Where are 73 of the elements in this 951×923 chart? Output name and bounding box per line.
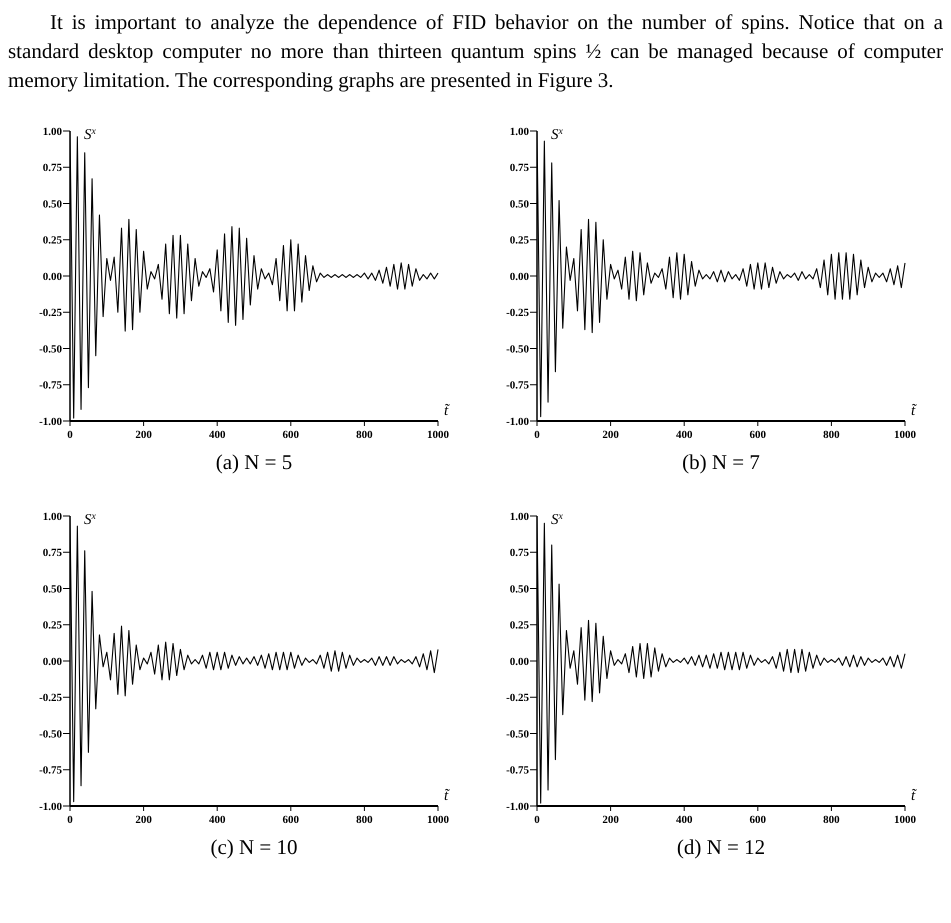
- x-axis-title: t̃: [911, 402, 918, 419]
- text: (b) N = 7: [682, 450, 760, 474]
- y-axis-title: S$^{x}$: [84, 510, 96, 528]
- x-tick-label: 400: [676, 429, 693, 441]
- y-axis-title: S$^{x}$: [84, 126, 96, 143]
- y-tick-label: -1.00: [39, 800, 62, 813]
- y-tick-label: -0.50: [506, 728, 530, 740]
- y-tick-label: 1.00: [510, 126, 530, 138]
- y-tick-label: 0.75: [510, 162, 530, 174]
- text: (d) N = 12: [676, 835, 766, 859]
- x-tick-label: 0: [67, 429, 74, 441]
- y-tick-label: 0.50: [510, 198, 530, 210]
- y-tick-label: 0.00: [510, 270, 530, 283]
- x-tick-label: 200: [602, 429, 620, 441]
- y-tick-label: -0.25: [506, 692, 530, 704]
- y-tick-label: -0.50: [39, 728, 62, 740]
- y-tick-label: 0.75: [510, 547, 530, 560]
- y-tick-label: -1.00: [506, 416, 530, 428]
- y-tick-label: 0.50: [510, 583, 530, 596]
- x-tick-label: 1000: [427, 814, 450, 826]
- x-tick-label: 800: [356, 429, 374, 441]
- y-tick-label: 0.00: [42, 270, 62, 283]
- y-tick-label: -1.00: [506, 800, 530, 813]
- y-tick-label: 1.00: [42, 510, 62, 523]
- text: (a) N = 5: [216, 450, 292, 474]
- y-tick-label: 1.00: [42, 126, 62, 138]
- text: It is important to analyze the dependence of FID behavior on the number of spins. Notice that on a standard desktop computer no more than thirteen quantum spins ½ can be managed because of computer memory limitation. The corresponding graphs are presented in Figure 3.: [8, 9, 943, 94]
- x-axis-title: t̃: [444, 402, 450, 419]
- y-tick-label: -0.75: [506, 764, 530, 777]
- y-tick-label: 0.00: [510, 656, 530, 668]
- y-tick-label: -0.25: [39, 692, 62, 704]
- x-tick-label: 400: [208, 814, 226, 826]
- y-axis-title: S$^{x}$: [551, 510, 564, 528]
- x-tick-label: 0: [534, 814, 540, 826]
- x-tick-label: 1000: [894, 429, 916, 441]
- x-tick-label: 800: [823, 814, 840, 826]
- y-tick-label: 0.50: [42, 583, 62, 596]
- x-tick-label: 400: [676, 814, 693, 826]
- y-tick-label: 0.75: [42, 162, 62, 174]
- y-tick-label: -0.25: [506, 307, 530, 320]
- x-tick-label: 200: [602, 814, 620, 826]
- x-tick-label: 0: [534, 429, 540, 441]
- x-tick-label: 0: [67, 814, 74, 826]
- y-tick-label: 1.00: [510, 510, 530, 523]
- y-tick-label: 0.25: [510, 620, 530, 632]
- y-axis-title: S$^{x}$: [551, 126, 564, 143]
- y-tick-label: 0.25: [42, 620, 62, 632]
- y-tick-label: -0.75: [39, 380, 62, 392]
- x-tick-label: 400: [208, 429, 226, 441]
- y-tick-label: -0.50: [39, 343, 62, 356]
- y-tick-label: -1.00: [39, 416, 62, 428]
- y-tick-label: 0.00: [42, 656, 62, 668]
- x-tick-label: 800: [823, 429, 840, 441]
- y-tick-label: -0.75: [39, 764, 62, 777]
- text: (c) N = 10: [210, 835, 298, 859]
- x-tick-label: 800: [356, 814, 374, 826]
- y-tick-label: -0.75: [506, 380, 530, 392]
- x-tick-label: 1000: [427, 429, 450, 441]
- x-tick-label: 600: [282, 429, 300, 441]
- x-axis-title: t̃: [444, 788, 450, 804]
- x-tick-label: 200: [135, 429, 152, 441]
- x-tick-label: 600: [750, 429, 767, 441]
- x-tick-label: 200: [135, 814, 152, 826]
- x-tick-label: 1000: [894, 814, 916, 826]
- x-tick-label: 600: [282, 814, 300, 826]
- x-tick-label: 600: [750, 814, 767, 826]
- y-tick-label: -0.25: [39, 307, 62, 320]
- x-axis-title: t̃: [911, 788, 918, 804]
- y-tick-label: 0.75: [42, 547, 62, 560]
- y-tick-label: 0.50: [42, 198, 62, 210]
- y-tick-label: 0.25: [42, 234, 62, 247]
- y-tick-label: 0.25: [510, 234, 530, 247]
- y-tick-label: -0.50: [506, 343, 530, 356]
